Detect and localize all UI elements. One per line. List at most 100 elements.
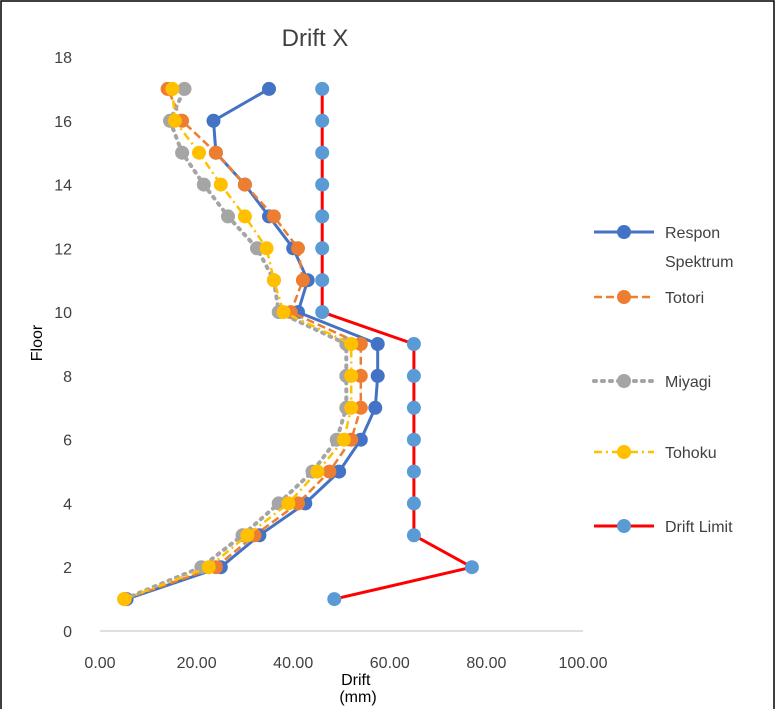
legend-marker	[617, 374, 631, 388]
x-tick-label: 0.00	[84, 655, 115, 672]
y-tick-label: 8	[63, 369, 72, 386]
data-point	[315, 209, 330, 224]
data-point	[221, 209, 235, 224]
legend-item: Miyagi	[592, 374, 711, 391]
series-group	[117, 81, 479, 607]
data-point	[206, 113, 221, 128]
data-point	[315, 305, 330, 320]
data-point	[291, 496, 305, 511]
data-point	[237, 209, 252, 224]
data-point	[165, 81, 180, 96]
x-axis-title-line-2: (mm)	[339, 689, 376, 706]
data-point	[406, 496, 421, 511]
data-point	[196, 177, 211, 192]
data-point	[192, 145, 206, 160]
data-point	[315, 241, 330, 256]
data-point	[370, 337, 385, 351]
series-line	[124, 88, 363, 601]
chart-title: Drift X	[282, 25, 349, 52]
legend-marker	[617, 445, 631, 459]
y-tick-label: 0	[63, 624, 72, 641]
data-point	[336, 432, 351, 447]
data-point	[208, 145, 223, 160]
y-tick-label: 12	[54, 241, 72, 258]
data-point	[177, 81, 192, 96]
y-axis-ticks: 0 2 4 6 8 10 12 14 16 18	[54, 50, 72, 641]
data-point	[201, 560, 216, 575]
legend-item: Tohoku	[594, 445, 717, 462]
legend-label: Miyagi	[665, 374, 711, 391]
data-point	[266, 209, 281, 224]
data-point	[213, 177, 228, 192]
x-tick-label: 80.00	[466, 655, 506, 672]
data-point	[344, 368, 359, 383]
data-point	[353, 368, 368, 383]
series-tohoku	[117, 81, 359, 607]
legend-marker	[617, 290, 631, 304]
data-point	[368, 400, 383, 415]
data-point	[406, 432, 421, 447]
data-point	[250, 241, 264, 256]
legend-item: Respon Spektrum	[594, 225, 733, 271]
data-point	[310, 464, 325, 479]
data-point	[262, 81, 276, 96]
data-point	[291, 241, 305, 256]
y-tick-label: 6	[63, 433, 72, 450]
data-point	[464, 560, 479, 575]
data-point	[266, 273, 281, 288]
data-point	[237, 177, 252, 192]
data-point	[117, 592, 132, 607]
legend-marker	[617, 225, 631, 239]
data-point	[295, 273, 310, 288]
y-tick-label: 14	[54, 178, 72, 195]
x-tick-label: 60.00	[370, 655, 410, 672]
x-tick-label: 40.00	[273, 655, 313, 672]
data-point	[240, 528, 255, 543]
data-point	[315, 273, 330, 288]
data-point	[315, 113, 330, 128]
data-point	[344, 337, 359, 351]
legend-item: Totori	[594, 290, 704, 307]
data-point	[406, 368, 421, 383]
legend-label: Drift Limit	[665, 519, 733, 536]
data-point	[406, 464, 421, 479]
x-tick-label: 20.00	[177, 655, 217, 672]
y-tick-label: 16	[54, 114, 72, 131]
data-point	[327, 592, 342, 607]
data-point	[370, 368, 385, 383]
data-point	[281, 496, 296, 511]
data-point	[353, 400, 368, 415]
data-point	[406, 528, 421, 543]
data-point	[406, 400, 421, 415]
legend: Respon Spektrum Totori Miyagi Tohoku Drift Li…	[592, 225, 733, 536]
y-tick-label: 2	[63, 560, 72, 577]
data-point	[322, 464, 337, 479]
data-point	[259, 241, 274, 256]
legend-label: Tohoku	[665, 445, 717, 462]
data-point	[315, 81, 330, 96]
legend-marker	[617, 519, 631, 533]
x-axis-title: Drift (mm)	[339, 672, 376, 706]
x-tick-label: 100.00	[559, 655, 608, 672]
legend-label: Respon	[665, 225, 720, 242]
data-point	[315, 177, 330, 192]
legend-label: Totori	[665, 290, 704, 307]
x-axis-title-line-1: Drift	[341, 672, 371, 689]
y-tick-label: 4	[63, 496, 72, 513]
data-point	[167, 113, 182, 128]
data-point	[175, 145, 190, 160]
y-axis-title: Floor	[29, 324, 46, 361]
data-point	[344, 400, 359, 415]
data-point	[315, 145, 330, 160]
y-tick-label: 10	[54, 305, 72, 322]
data-point	[276, 305, 291, 320]
data-point	[353, 432, 368, 447]
data-point	[406, 337, 421, 351]
x-axis-ticks: 0.00 20.00 40.00 60.00 80.00 100.00	[84, 655, 607, 672]
data-point	[332, 464, 347, 479]
y-tick-label: 18	[54, 50, 72, 67]
legend-item: Drift Limit	[594, 519, 733, 536]
